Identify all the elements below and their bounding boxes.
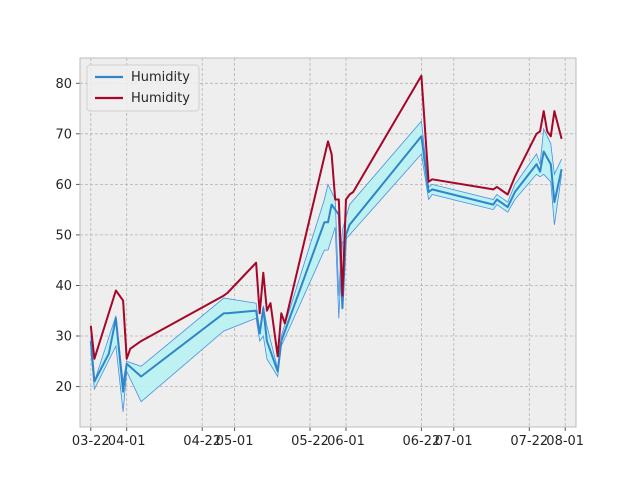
legend-label-series-2: Humidity [131,91,190,106]
y-axis-ticks: 20 30 40 50 60 70 80 [55,77,80,395]
x-tick-label: 06-01 [327,434,365,449]
legend: Humidity Humidity [86,64,200,112]
band-upper-edge [90,120,562,382]
y-tick-label: 40 [55,279,72,294]
legend-label-series-1: Humidity [131,70,190,85]
series-line-1 [89,135,563,393]
y-tick-label: 70 [55,127,72,142]
y-tick-label: 50 [55,228,72,243]
series-line-2 [89,74,563,360]
band-fill [90,121,562,412]
band-lower-edge [90,153,562,412]
x-tick-label: 08-01 [546,434,584,449]
y-tick-label: 20 [55,380,72,395]
x-tick-label: 05-01 [216,434,254,449]
x-tick-label: 07-01 [435,434,473,449]
x-tick-label: 06-22 [403,434,441,449]
x-tick-label: 04-01 [108,434,146,449]
y-tick-label: 80 [55,77,72,92]
y-tick-label: 60 [55,178,72,193]
x-tick-label: 03-22 [72,434,110,449]
x-tick-label: 07-22 [510,434,548,449]
y-tick-label: 30 [55,330,72,345]
band-area [90,120,562,412]
plot-border [79,57,577,428]
series-lines [89,74,563,393]
x-tick-label: 04-22 [183,434,221,449]
x-tick-label: 05-22 [291,434,329,449]
